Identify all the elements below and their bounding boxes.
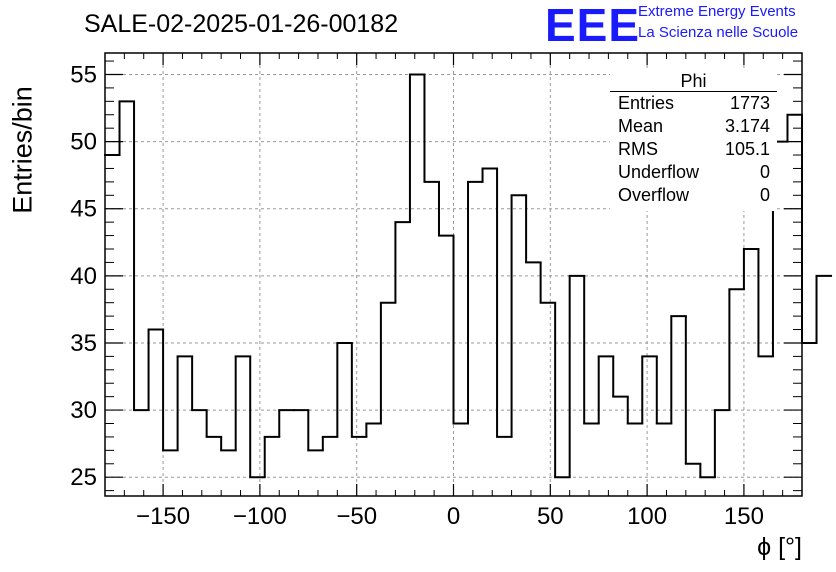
x-tick-label: 0: [447, 503, 460, 530]
x-tick-label: 100: [627, 503, 667, 530]
logo-line-2: La Scienza nelle Scuole: [638, 24, 799, 41]
y-axis-label: Entries/bin: [7, 86, 38, 214]
stats-label: Mean: [618, 116, 664, 136]
x-tick-label: 50: [537, 503, 564, 530]
logo-line-1: Extreme Energy Events: [638, 3, 796, 20]
logo-mark: EEE: [545, 0, 641, 51]
y-tick-label: 40: [70, 263, 97, 290]
stats-separator: [610, 91, 777, 92]
x-tick-label: −100: [233, 503, 287, 530]
chart-title: SALE-02-2025-01-26-00182: [84, 10, 399, 38]
x-tick-label: −150: [136, 503, 190, 530]
stats-label: Underflow: [618, 162, 700, 182]
stats-label: Entries: [618, 93, 675, 113]
stats-value: 0: [759, 185, 770, 205]
stats-value: 1773: [729, 93, 770, 113]
stats-box: Phi Entries 1773 Mean 3.174 RMS 105.1 Un…: [610, 71, 777, 211]
y-tick-label: 35: [70, 330, 97, 357]
stats-label: RMS: [618, 139, 658, 159]
y-tick-label: 25: [70, 464, 97, 491]
y-axis-label-box: Entries/bin: [8, 86, 38, 214]
y-tick-label: 50: [70, 129, 97, 156]
stats-row-entries: Entries 1773: [618, 93, 770, 115]
tick-labels: −150 −100 −50 0 50 100 150 25 30 35 40 45 50 55: [70, 61, 764, 530]
x-tick-label: 150: [724, 503, 764, 530]
y-tick-label: 55: [70, 61, 97, 88]
stats-row-overflow: Overflow 0: [618, 185, 770, 207]
stats-row-underflow: Underflow 0: [618, 162, 770, 184]
stats-value: 3.174: [724, 116, 770, 136]
x-tick-label: −50: [336, 503, 377, 530]
y-tick-label: 30: [70, 397, 97, 424]
axes: [104, 52, 803, 497]
x-axis-label: ϕ [°]: [757, 533, 802, 561]
stats-row-rms: RMS 105.1: [618, 139, 770, 161]
stats-histogram-name: Phi: [680, 71, 707, 91]
stats-value: 105.1: [724, 139, 770, 159]
y-tick-label: 45: [70, 196, 97, 223]
stats-row-mean: Mean 3.174: [618, 116, 770, 138]
eee-logo: EEE Extreme Energy Events La Scienza nel…: [545, 0, 836, 51]
histogram-bars: [104, 73, 833, 479]
stats-label: Overflow: [618, 185, 690, 205]
stats-value: 0: [759, 162, 770, 182]
